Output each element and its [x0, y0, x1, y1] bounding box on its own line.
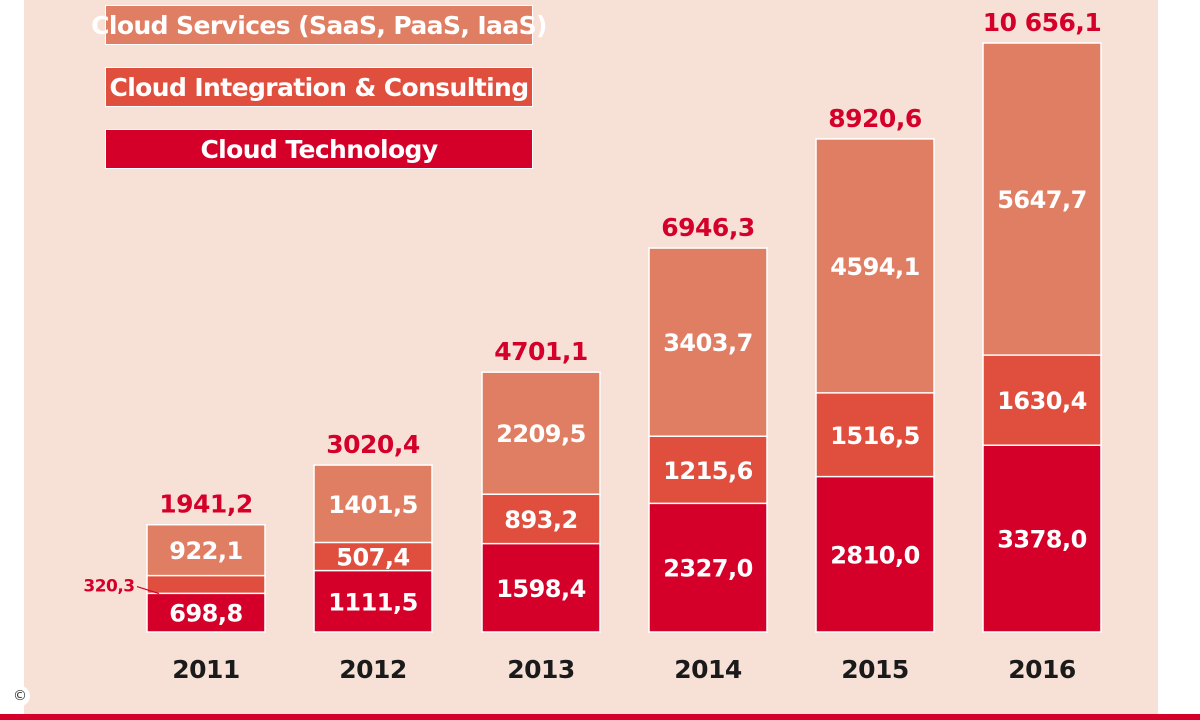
data-label: 893,2 — [504, 506, 577, 534]
bar-outline — [481, 371, 601, 633]
data-label: 507,4 — [336, 544, 409, 572]
bar-segment — [983, 445, 1101, 632]
bar-segment — [482, 372, 600, 495]
data-label: 1630,4 — [997, 387, 1087, 415]
data-label: 3378,0 — [997, 526, 1087, 554]
total-label: 8920,6 — [828, 104, 922, 133]
bar-segment — [649, 248, 767, 437]
data-label: 1598,4 — [496, 575, 586, 603]
x-tick-label: 2015 — [841, 655, 909, 684]
legend-item-cloud-services: Cloud Services (SaaS, PaaS, IaaS) — [91, 5, 547, 45]
bar-outline — [146, 523, 266, 633]
total-label: 3020,4 — [326, 430, 420, 459]
bottom-rule — [0, 714, 1200, 720]
bar-segment — [816, 392, 934, 477]
bar-segment — [147, 524, 265, 576]
copyright-icon: © — [10, 686, 30, 706]
total-label: 1941,2 — [159, 490, 252, 519]
data-label: 1215,6 — [663, 457, 753, 485]
bar-segment — [482, 543, 600, 632]
bar-outline — [982, 42, 1102, 633]
bar-segment — [482, 494, 600, 544]
bar-outline — [648, 247, 768, 633]
bar-segment — [314, 465, 432, 543]
bar-outline — [313, 464, 433, 633]
x-tick-label: 2016 — [1008, 655, 1076, 684]
data-label: 922,1 — [169, 537, 242, 565]
bar-segment — [983, 43, 1101, 356]
total-label: 6946,3 — [661, 213, 754, 242]
data-label: 2327,0 — [663, 555, 753, 583]
bar-segment — [816, 138, 934, 393]
bar-segment — [147, 575, 265, 594]
legend-item-cloud-integration: Cloud Integration & Consulting — [105, 67, 533, 107]
total-label: 4701,1 — [494, 337, 587, 366]
bar-segment — [649, 503, 767, 632]
bar-segment — [983, 355, 1101, 446]
x-tick-label: 2013 — [507, 655, 575, 684]
data-label: 1401,5 — [328, 491, 418, 519]
data-label: 698,8 — [169, 600, 242, 628]
data-label: 1111,5 — [328, 588, 418, 616]
data-label: 5647,7 — [997, 186, 1087, 214]
data-label: 1516,5 — [830, 422, 920, 450]
data-label: 3403,7 — [663, 329, 753, 357]
bar-outline — [815, 138, 935, 633]
bar-segment — [314, 542, 432, 571]
legend-item-cloud-technology: Cloud Technology — [105, 129, 533, 169]
data-label: 2209,5 — [496, 420, 586, 448]
bar-segment — [147, 593, 265, 632]
data-label: 320,3 — [83, 577, 134, 597]
x-tick-label: 2012 — [339, 655, 407, 684]
total-label: 10 656,1 — [983, 8, 1102, 37]
bar-segment — [649, 436, 767, 504]
data-label: 2810,0 — [830, 541, 920, 569]
x-tick-label: 2011 — [172, 655, 240, 684]
bar-segment — [816, 476, 934, 632]
bar-segment — [314, 570, 432, 632]
leader-line — [136, 585, 160, 595]
x-tick-label: 2014 — [674, 655, 742, 684]
data-label: 4594,1 — [830, 253, 920, 281]
